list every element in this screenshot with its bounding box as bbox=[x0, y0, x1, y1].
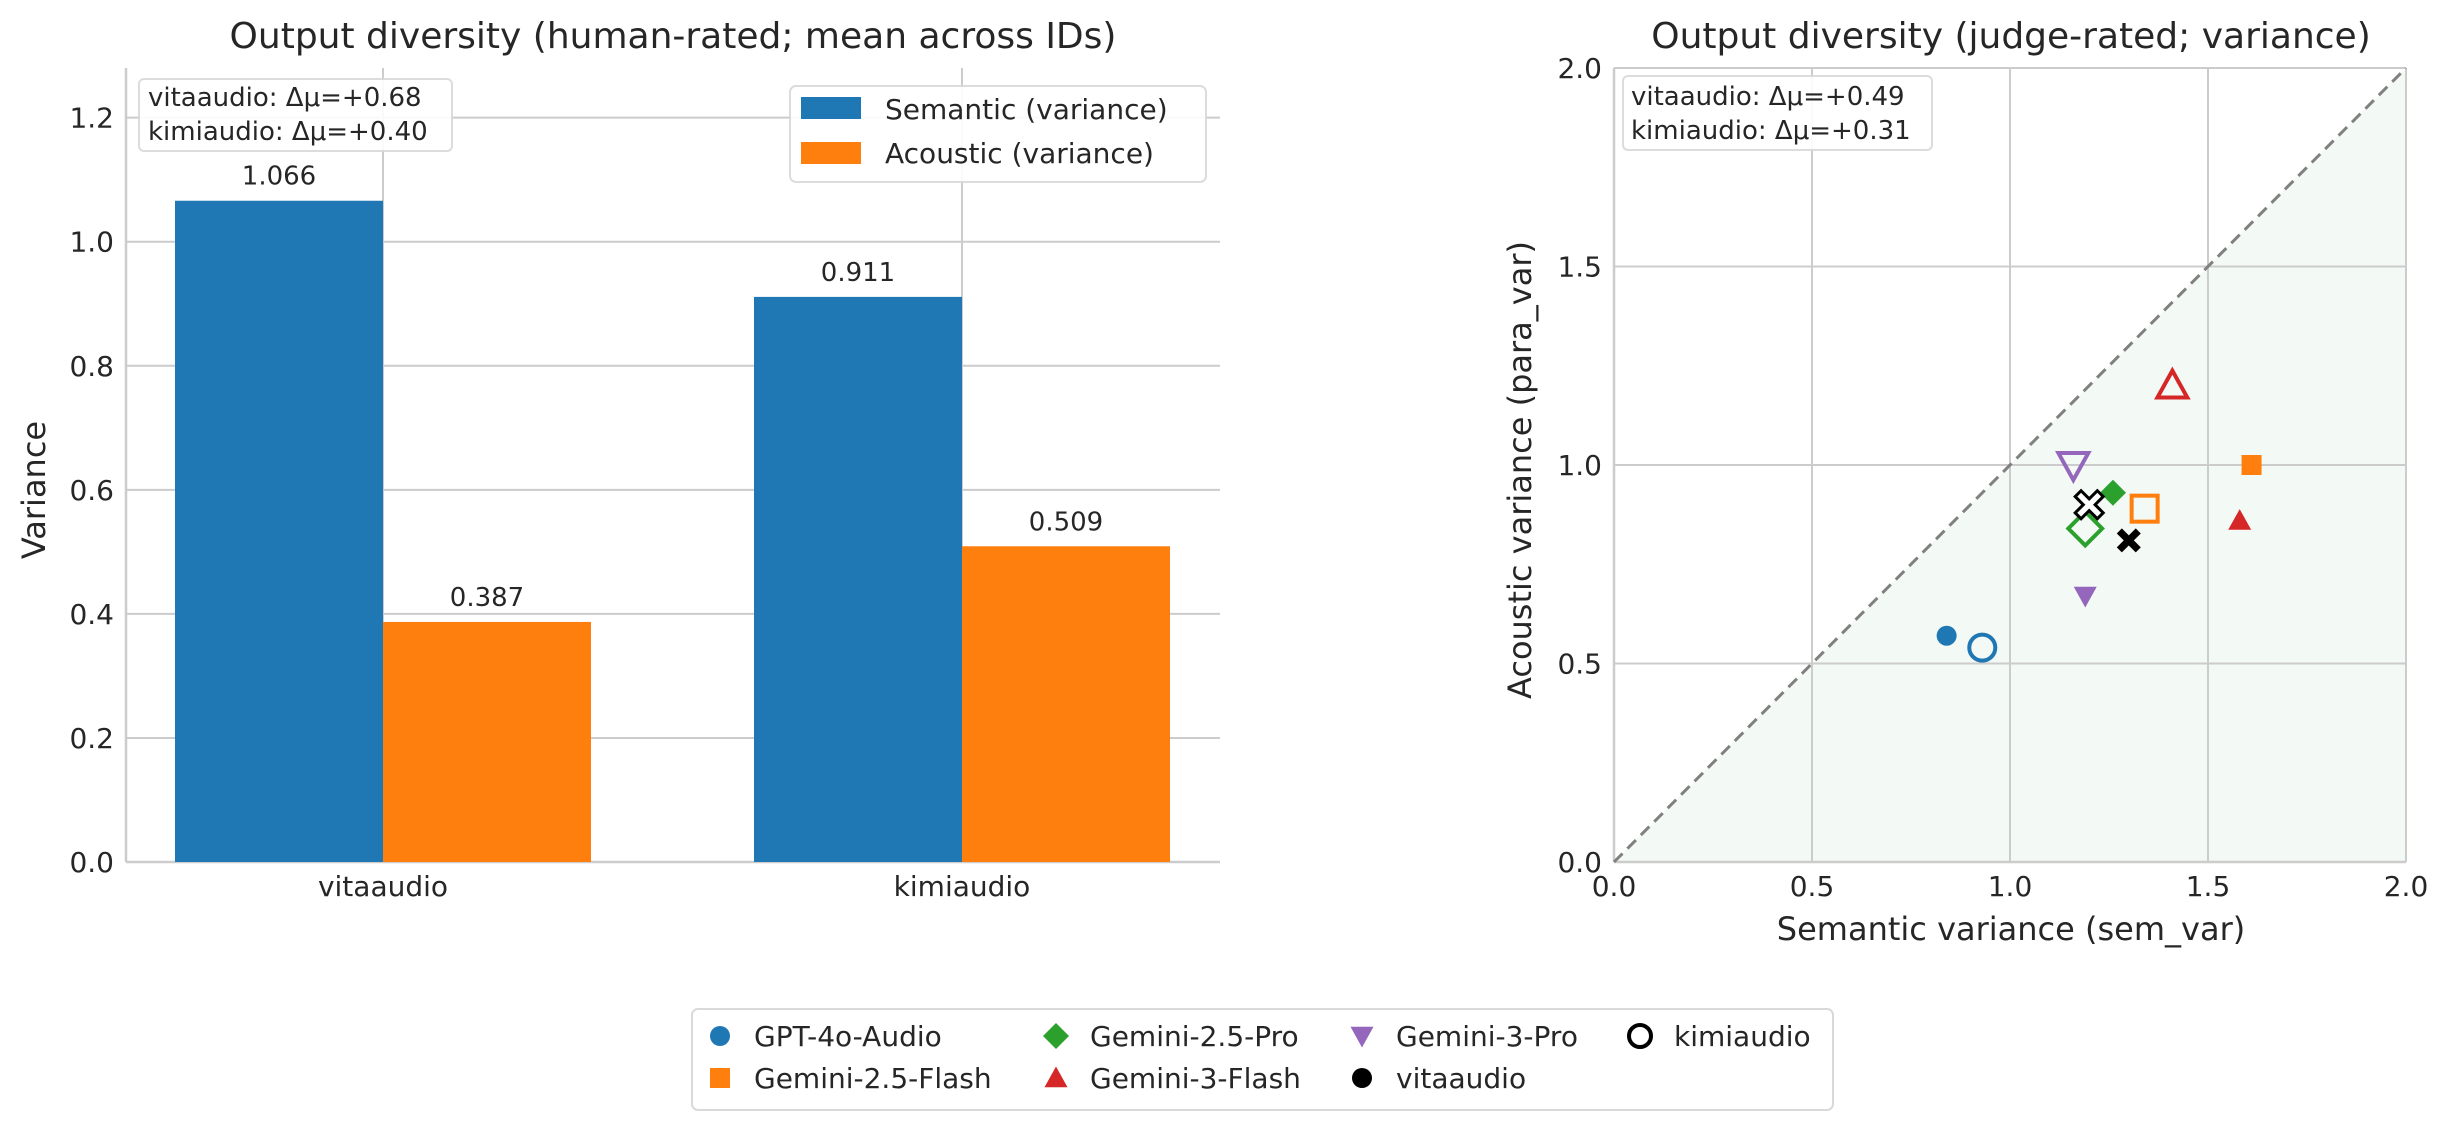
bar-ytick-label: 1.2 bbox=[69, 102, 114, 135]
bar-kimiaudio-acoustic bbox=[962, 546, 1170, 862]
scatter-chart-title: Output diversity (judge-rated; variance) bbox=[1651, 16, 2371, 57]
point-gpt-4o-audio-vitaaudio bbox=[1936, 625, 1957, 646]
point-gemini-3-flash-kimiaudio bbox=[2154, 366, 2191, 400]
scatter-chart-annotation: vitaaudio: Δμ=+0.49 kimiaudio: Δμ=+0.31 bbox=[1622, 75, 1933, 151]
point-gemini-2.5-pro-vitaaudio bbox=[2099, 479, 2126, 506]
bar-chart-title: Output diversity (human-rated; mean acro… bbox=[230, 16, 1117, 57]
bar-ytick-label: 0.0 bbox=[69, 846, 114, 879]
bar-chart-legend-box bbox=[789, 85, 1207, 183]
scatter-chart-xlabel: Semantic variance (sem_var) bbox=[1777, 910, 2245, 948]
scatter-chart-grid bbox=[1612, 66, 2408, 864]
bar-ytick-label: 0.8 bbox=[69, 350, 114, 383]
bar-ytick-label: 0.2 bbox=[69, 722, 114, 755]
scatter-chart-ticks: 0.0 0.5 1.0 1.5 2.0 0.0 0.5 1.0 1.5 2.0 bbox=[1557, 52, 2428, 903]
scatter-chart-points bbox=[1936, 366, 2262, 663]
legend-label-semantic: Semantic (variance) bbox=[885, 93, 1168, 126]
legend-marker-kimiaudio bbox=[1627, 1023, 1653, 1049]
point-gemini-3-pro-kimiaudio bbox=[2055, 451, 2092, 485]
scatter-ytick-label: 1.0 bbox=[1557, 449, 1602, 482]
model-legend-box bbox=[691, 1008, 1834, 1111]
bar-vitaaudio-semantic bbox=[175, 200, 383, 862]
legend-marker-gemini-2.5-pro bbox=[1043, 1023, 1069, 1049]
point-gemini-2.5-flash-kimiaudio bbox=[2129, 493, 2160, 524]
point-gemini-3-flash-vitaaudio bbox=[2228, 509, 2252, 530]
model-legend: GPT-4o-Audio Gemini-2.5-Flash Gemini-2.5-P… bbox=[691, 1008, 1834, 1111]
legend-marker-gemini-3-flash bbox=[1044, 1066, 1068, 1088]
legend-item-label: Gemini-2.5-Pro bbox=[1090, 1020, 1299, 1053]
bar-chart-annotation-line-2: kimiaudio: Δμ=+0.40 bbox=[148, 117, 428, 147]
bar-chart-annotation: vitaaudio: Δμ=+0.68 kimiaudio: Δμ=+0.40 bbox=[138, 78, 453, 152]
legend-item-label: Gemini-3-Pro bbox=[1396, 1020, 1578, 1053]
bar-ytick-label: 0.4 bbox=[69, 598, 114, 631]
point-mean-vitaaudio bbox=[2116, 528, 2141, 553]
legend-label-acoustic: Acoustic (variance) bbox=[885, 137, 1154, 170]
point-gpt-4o-audio-kimiaudio bbox=[1967, 632, 1998, 663]
bar-data-label: 1.066 bbox=[242, 162, 316, 192]
bar-chart-ticks: 0.0 0.2 0.4 0.6 0.8 1.0 1.2 vitaaudio kimiaudio bbox=[69, 102, 1030, 903]
bar-kimiaudio-semantic bbox=[754, 296, 962, 862]
bar-data-label: 0.387 bbox=[450, 583, 524, 613]
scatter-xtick-label: 2.0 bbox=[2384, 870, 2429, 903]
legend-item-label: Gemini-3-Flash bbox=[1090, 1062, 1301, 1095]
scatter-xtick-label: 1.0 bbox=[1988, 870, 2033, 903]
scatter-chart-annotation-line-2: kimiaudio: Δμ=+0.31 bbox=[1631, 116, 1911, 146]
bar-vitaaudio-acoustic bbox=[383, 621, 591, 862]
scatter-chart-ylabel: Acoustic variance (para_var) bbox=[1501, 241, 1539, 699]
legend-swatch-acoustic bbox=[801, 142, 861, 164]
legend-swatch-semantic bbox=[801, 97, 861, 119]
legend-item-label: GPT-4o-Audio bbox=[754, 1020, 942, 1053]
scatter-chart-annotation-box bbox=[1622, 75, 1933, 151]
identity-diagonal-line bbox=[1612, 66, 2408, 864]
bar-xtick-label: vitaaudio bbox=[318, 870, 448, 903]
point-gemini-2.5-flash-vitaaudio bbox=[2241, 455, 2262, 475]
point-gemini-3-pro-vitaaudio bbox=[2073, 586, 2097, 608]
legend-item-label: kimiaudio bbox=[1674, 1020, 1811, 1053]
bar-chart-annotation-line-1: vitaaudio: Δμ=+0.68 bbox=[148, 83, 422, 113]
scatter-chart-annotation-line-1: vitaaudio: Δμ=+0.49 bbox=[1631, 82, 1905, 112]
bar-chart-panel: Output diversity (human-rated; mean acro… bbox=[15, 16, 1220, 903]
bar-chart-ylabel: Variance bbox=[15, 421, 53, 559]
scatter-chart-panel: Output diversity (judge-rated; variance)… bbox=[1501, 16, 2428, 948]
legend-item-label: vitaaudio bbox=[1396, 1062, 1526, 1095]
bar-chart-bars: 1.066 0.387 0.911 0.509 bbox=[175, 162, 1170, 862]
bar-chart-legend: Semantic (variance) Acoustic (variance) bbox=[789, 85, 1207, 183]
scatter-ytick-label: 0.5 bbox=[1557, 648, 1602, 681]
scatter-xtick-label: 0.5 bbox=[1790, 870, 1835, 903]
legend-marker-gemini-2.5-flash bbox=[710, 1068, 730, 1088]
scatter-ytick-label: 0.0 bbox=[1557, 846, 1602, 879]
bar-ytick-label: 0.6 bbox=[69, 474, 114, 507]
scatter-ytick-label: 1.5 bbox=[1557, 251, 1602, 284]
bar-ytick-label: 1.0 bbox=[69, 226, 114, 259]
scatter-ytick-label: 2.0 bbox=[1557, 52, 1602, 85]
legend-marker-gemini-3-pro bbox=[1350, 1026, 1374, 1048]
legend-item-label: Gemini-2.5-Flash bbox=[754, 1062, 992, 1095]
scatter-xtick-label: 0.0 bbox=[1592, 870, 1637, 903]
legend-marker-vitaaudio bbox=[1352, 1068, 1372, 1088]
scatter-xtick-label: 1.5 bbox=[2186, 870, 2231, 903]
point-mean-kimiaudio bbox=[2073, 488, 2106, 521]
legend-marker-gpt-4o-audio bbox=[710, 1026, 730, 1046]
bar-data-label: 0.911 bbox=[821, 258, 895, 288]
bar-chart-annotation-box bbox=[138, 78, 453, 152]
bar-xtick-label: kimiaudio bbox=[894, 870, 1031, 903]
bar-data-label: 0.509 bbox=[1029, 507, 1103, 537]
point-gemini-2.5-pro-kimiaudio bbox=[2065, 508, 2105, 549]
